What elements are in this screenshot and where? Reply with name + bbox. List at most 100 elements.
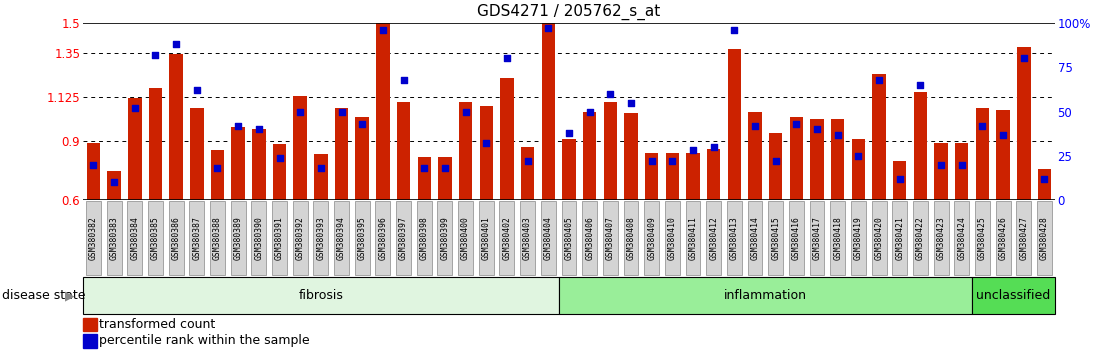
FancyBboxPatch shape [335, 201, 349, 275]
Text: GSM380388: GSM380388 [213, 216, 222, 260]
FancyBboxPatch shape [355, 201, 370, 275]
FancyBboxPatch shape [230, 201, 246, 275]
Text: GSM380410: GSM380410 [668, 216, 677, 260]
Text: GSM380401: GSM380401 [482, 216, 491, 260]
Point [478, 141, 495, 146]
Point [167, 41, 185, 47]
Point [974, 123, 992, 129]
Bar [273, 144, 286, 200]
Point [105, 179, 123, 185]
Bar [934, 143, 947, 200]
Text: GSM380409: GSM380409 [647, 216, 656, 260]
Bar [335, 108, 348, 200]
Bar [893, 161, 906, 200]
FancyBboxPatch shape [603, 201, 618, 275]
Text: GSM380397: GSM380397 [399, 216, 408, 260]
Point [829, 132, 847, 137]
Text: GSM380382: GSM380382 [89, 216, 98, 260]
Text: GSM380404: GSM380404 [544, 216, 553, 260]
Point [726, 27, 743, 33]
Point [1036, 176, 1054, 182]
Bar [480, 105, 493, 200]
Bar [459, 102, 472, 200]
Text: GSM380384: GSM380384 [131, 216, 140, 260]
FancyBboxPatch shape [83, 277, 558, 314]
FancyBboxPatch shape [830, 201, 845, 275]
Text: GSM380419: GSM380419 [854, 216, 863, 260]
Bar [707, 149, 720, 200]
FancyBboxPatch shape [892, 201, 907, 275]
FancyBboxPatch shape [314, 201, 328, 275]
Bar [170, 55, 183, 200]
FancyBboxPatch shape [397, 201, 411, 275]
FancyBboxPatch shape [106, 201, 122, 275]
Bar [521, 147, 534, 200]
Point [870, 77, 888, 82]
Bar [748, 112, 762, 200]
Bar [790, 118, 803, 200]
Point [705, 144, 722, 150]
Point [229, 123, 247, 129]
Bar [418, 157, 431, 200]
Bar [604, 102, 617, 200]
Point [312, 165, 330, 171]
Text: GSM380403: GSM380403 [523, 216, 532, 260]
Point [291, 109, 309, 114]
Text: GSM380420: GSM380420 [874, 216, 883, 260]
Point [912, 82, 930, 88]
Bar [148, 88, 162, 200]
Point [953, 162, 971, 167]
Text: GSM380396: GSM380396 [379, 216, 388, 260]
Point [684, 148, 701, 153]
Text: GSM380422: GSM380422 [916, 216, 925, 260]
Text: fibrosis: fibrosis [298, 289, 343, 302]
Bar [852, 139, 865, 200]
Bar [86, 143, 100, 200]
FancyBboxPatch shape [789, 201, 803, 275]
Bar [356, 118, 369, 200]
Point [746, 123, 763, 129]
FancyBboxPatch shape [458, 201, 473, 275]
FancyBboxPatch shape [706, 201, 721, 275]
Point [540, 25, 557, 31]
Bar [996, 109, 1009, 200]
Bar [315, 154, 328, 200]
Text: GSM380386: GSM380386 [172, 216, 181, 260]
FancyBboxPatch shape [975, 201, 989, 275]
Bar [397, 102, 410, 200]
FancyBboxPatch shape [913, 201, 927, 275]
Text: GSM380407: GSM380407 [606, 216, 615, 260]
Text: GSM380417: GSM380417 [812, 216, 821, 260]
FancyBboxPatch shape [972, 277, 1055, 314]
Bar [624, 114, 638, 200]
FancyBboxPatch shape [293, 201, 308, 275]
FancyBboxPatch shape [665, 201, 680, 275]
Text: GSM380408: GSM380408 [626, 216, 636, 260]
FancyBboxPatch shape [520, 201, 535, 275]
Text: GSM380406: GSM380406 [585, 216, 594, 260]
Text: GSM380394: GSM380394 [337, 216, 346, 260]
FancyBboxPatch shape [558, 277, 972, 314]
Bar [976, 108, 989, 200]
Point [353, 121, 371, 127]
Text: GSM380393: GSM380393 [317, 216, 326, 260]
Bar [645, 153, 658, 200]
FancyBboxPatch shape [438, 201, 452, 275]
Title: GDS4271 / 205762_s_at: GDS4271 / 205762_s_at [478, 4, 660, 20]
Bar [872, 74, 885, 200]
Text: GSM380425: GSM380425 [978, 216, 987, 260]
Text: GSM380428: GSM380428 [1040, 216, 1049, 260]
Point [994, 132, 1012, 137]
FancyBboxPatch shape [810, 201, 824, 275]
Bar [232, 127, 245, 200]
Point [891, 176, 909, 182]
Point [519, 158, 536, 164]
Text: GSM380426: GSM380426 [998, 216, 1007, 260]
Bar [438, 157, 452, 200]
Point [581, 109, 598, 114]
Text: GSM380387: GSM380387 [193, 216, 202, 260]
Point [332, 109, 350, 114]
Text: GSM380418: GSM380418 [833, 216, 842, 260]
FancyBboxPatch shape [211, 201, 225, 275]
Point [850, 153, 868, 159]
